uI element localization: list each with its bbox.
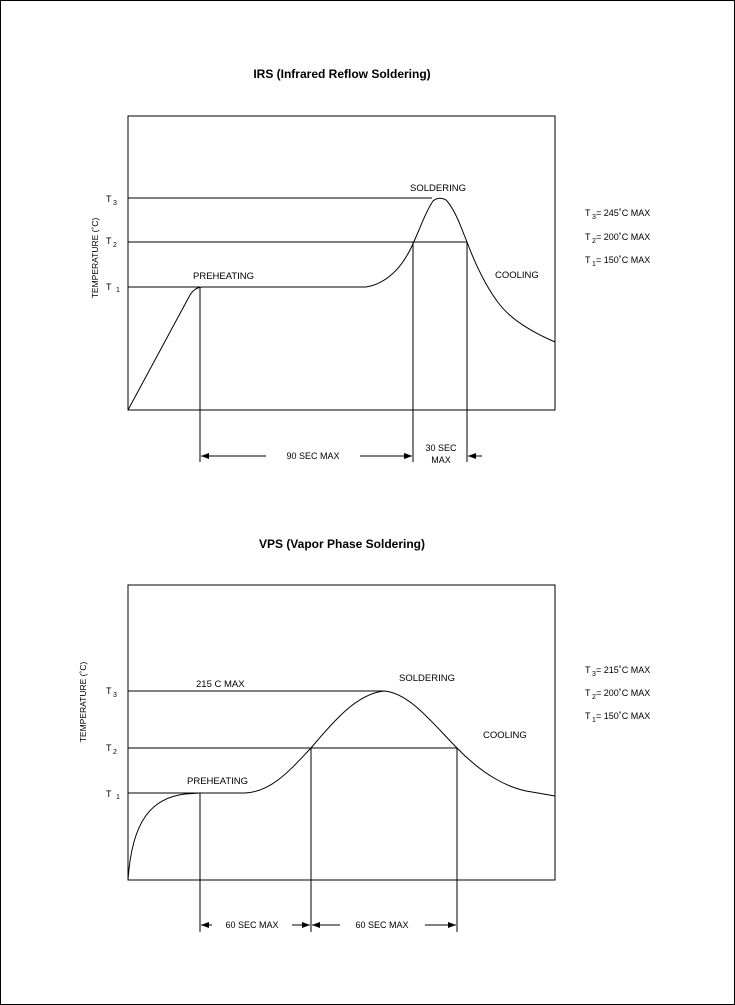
svg-text:= 200˚C MAX: = 200˚C MAX [596,688,650,698]
irs-plot-frame [128,116,555,410]
vps-peak-label: 215 C MAX [196,679,245,690]
svg-text:= 150˚C MAX: = 150˚C MAX [596,711,650,721]
irs-t1-tick: T 1 [106,282,120,294]
svg-text:= 200˚C MAX: = 200˚C MAX [596,232,650,242]
svg-text:3: 3 [592,214,596,221]
svg-text:3: 3 [592,671,596,678]
svg-text:= 245˚C MAX: = 245˚C MAX [596,208,650,218]
irs-limit-t1: T 1 = 150˚C MAX [585,255,650,268]
svg-text:T: T [585,665,591,675]
vps-limit-t2: T 2 = 200˚C MAX [585,688,650,701]
svg-text:T: T [106,282,112,292]
svg-text:1: 1 [116,794,120,801]
irs-chart: IRS (Infrared Reflow Soldering) TEMPERAT… [90,67,650,465]
svg-text:3: 3 [113,200,117,207]
irs-preheating-label: PREHEATING [193,271,254,282]
svg-text:= 150˚C MAX: = 150˚C MAX [596,255,650,265]
svg-text:T: T [106,789,112,799]
vps-y-axis-label: TEMPERATURE (˚C) [78,662,88,743]
svg-text:T: T [585,208,591,218]
vps-temperature-profile [128,691,555,880]
vps-t3-tick: T 3 [106,686,117,699]
irs-limit-t2: T 2 = 200˚C MAX [585,232,650,245]
irs-solder-duration-line2: MAX [431,455,451,465]
vps-limit-t1: T 1 = 150˚C MAX [585,711,650,724]
irs-t2-tick: T 2 [106,236,117,249]
vps-plot-frame [128,585,555,880]
svg-text:T: T [585,711,591,721]
svg-text:1: 1 [116,287,120,294]
irs-cooling-label: COOLING [495,270,539,281]
svg-text:2: 2 [592,238,596,245]
svg-text:2: 2 [113,749,117,756]
svg-text:= 215˚C MAX: = 215˚C MAX [596,665,650,675]
irs-solder-duration-line1: 30 SEC [425,443,457,453]
irs-y-axis-label: TEMPERATURE (˚C) [90,218,100,299]
vps-solder-duration: 60 SEC MAX [355,920,408,930]
vps-cooling-label: COOLING [483,730,527,741]
vps-limit-t3: T 3 = 215˚C MAX [585,665,650,678]
vps-t1-tick: T 1 [106,789,120,801]
vps-t2-tick: T 2 [106,743,117,756]
svg-text:T: T [106,686,112,696]
svg-text:T: T [106,194,112,204]
vps-title: VPS (Vapor Phase Soldering) [259,537,425,551]
irs-t3-tick: T 3 [106,194,117,207]
vps-soldering-label: SOLDERING [399,673,455,684]
svg-text:T: T [106,743,112,753]
svg-text:T: T [585,232,591,242]
svg-text:T: T [106,236,112,246]
svg-text:2: 2 [113,242,117,249]
irs-limit-t3: T 3 = 245˚C MAX [585,208,650,221]
vps-preheating-label: PREHEATING [187,776,248,787]
vps-chart: VPS (Vapor Phase Soldering) TEMPERATURE … [78,537,650,932]
irs-preheat-duration: 90 SEC MAX [286,451,339,461]
irs-soldering-label: SOLDERING [410,183,466,194]
irs-temperature-profile [128,198,555,410]
svg-text:T: T [585,688,591,698]
svg-text:1: 1 [592,261,596,268]
irs-title: IRS (Infrared Reflow Soldering) [253,67,430,81]
svg-text:2: 2 [592,694,596,701]
vps-preheat-duration: 60 SEC MAX [225,920,278,930]
svg-text:T: T [585,255,591,265]
svg-text:1: 1 [592,717,596,724]
svg-text:3: 3 [113,692,117,699]
